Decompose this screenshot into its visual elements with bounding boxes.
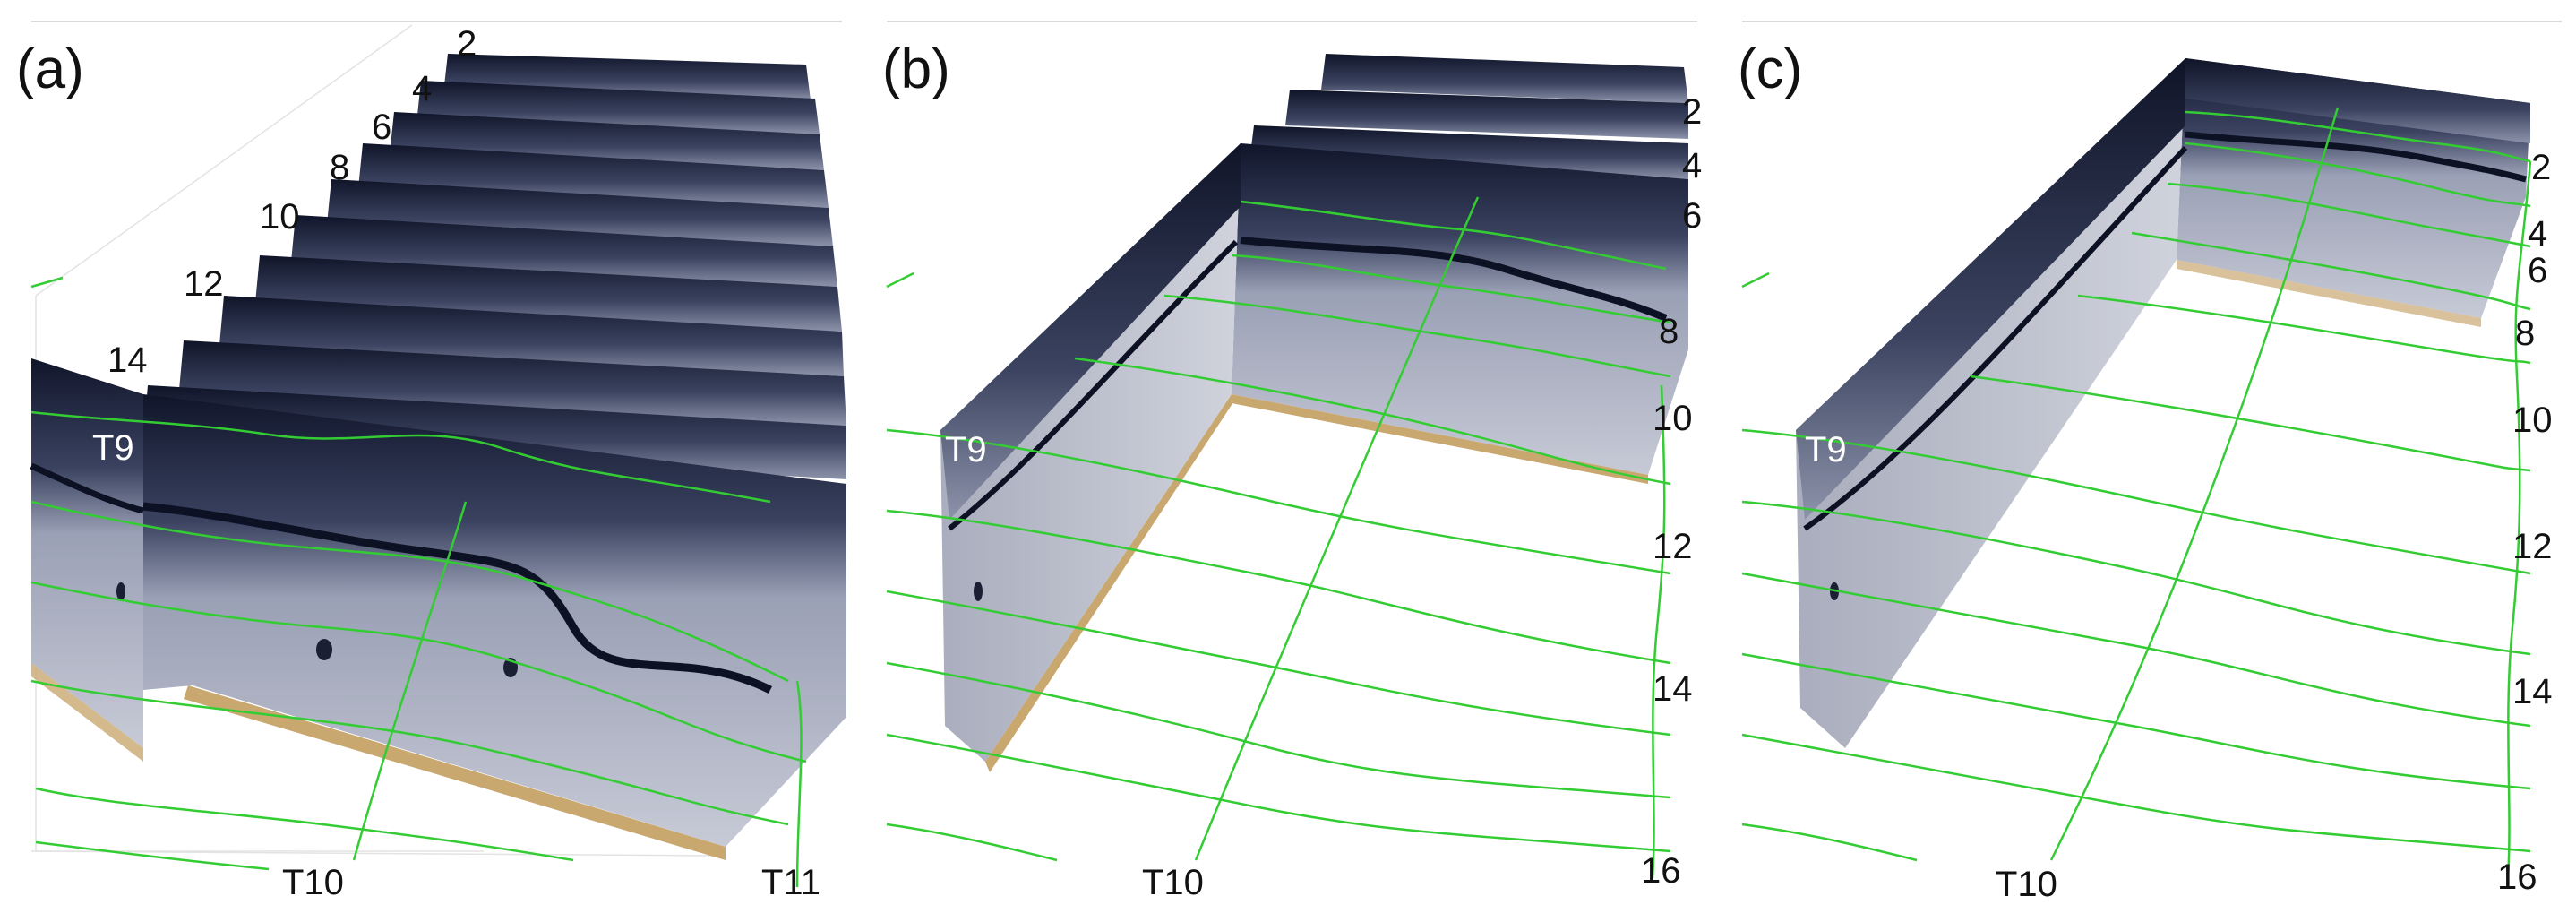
panel-a-line-numbers: 2 4 6 8 10 12 14 [107,24,477,380]
panel-b-transect-t9: T9 [945,430,987,470]
panel-a-transect-t11: T11 [761,863,820,902]
panel-b-line-numbers: 2 4 6 8 10 12 14 16 [1641,92,1702,891]
panel-c-number-16: 16 [2497,857,2537,897]
panel-a-number-4: 4 [412,69,432,108]
panel-a-label: (a) [16,39,84,100]
panel-a: (a) 2 4 6 8 10 12 14 T9 T10 T11 [16,21,846,902]
panel-b-number-6: 6 [1682,196,1702,236]
panel-c-number-6: 6 [2528,251,2547,290]
panel-a-number-14: 14 [107,340,148,380]
panel-b: (b) 2 4 6 8 10 12 14 16 T9 T10 [882,21,1702,902]
panel-a-number-12: 12 [184,264,224,304]
panel-b-elevation-profiles [886,196,1671,879]
panel-c-number-14: 14 [2512,672,2553,711]
panel-c-number-10: 10 [2512,401,2553,440]
panel-b-number-4: 4 [1682,146,1702,185]
panel-a-number-8: 8 [330,148,349,187]
panel-a-number-6: 6 [372,108,391,147]
panel-b-label: (b) [882,39,950,100]
panel-b-number-16: 16 [1641,851,1681,891]
panel-b-transect-t10: T10 [1142,863,1204,902]
panel-c-label: (c) [1738,39,1802,100]
panel-a-transect-t10: T10 [282,863,344,902]
panel-c-radargram [1796,58,2530,748]
panel-b-radargram [940,54,1688,772]
panel-c-line-numbers: 2 4 6 8 10 12 14 16 [2497,148,2553,897]
panel-c-transect-t9: T9 [1805,430,1847,470]
panel-a-number-10: 10 [260,197,300,237]
panel-b-number-8: 8 [1659,312,1679,351]
panel-c: (c) 2 4 6 8 10 12 14 16 T9 T10 [1738,21,2562,904]
panel-b-number-14: 14 [1653,669,1693,709]
panel-c-number-8: 8 [2515,314,2535,353]
panel-a-transect-t9: T9 [92,428,134,468]
panel-a-number-2: 2 [457,24,477,64]
panel-c-number-2: 2 [2531,148,2551,187]
panel-b-number-12: 12 [1653,527,1693,566]
panel-c-number-4: 4 [2528,214,2547,254]
panel-a-radargram-stack [30,54,846,860]
panel-c-number-12: 12 [2512,527,2553,566]
panel-b-number-10: 10 [1653,399,1693,438]
panel-c-transect-t10: T10 [1996,865,2057,904]
panel-b-number-2: 2 [1682,92,1702,132]
panel-a-elevation-profiles [30,276,807,888]
panel-c-elevation-profiles [1741,107,2532,879]
